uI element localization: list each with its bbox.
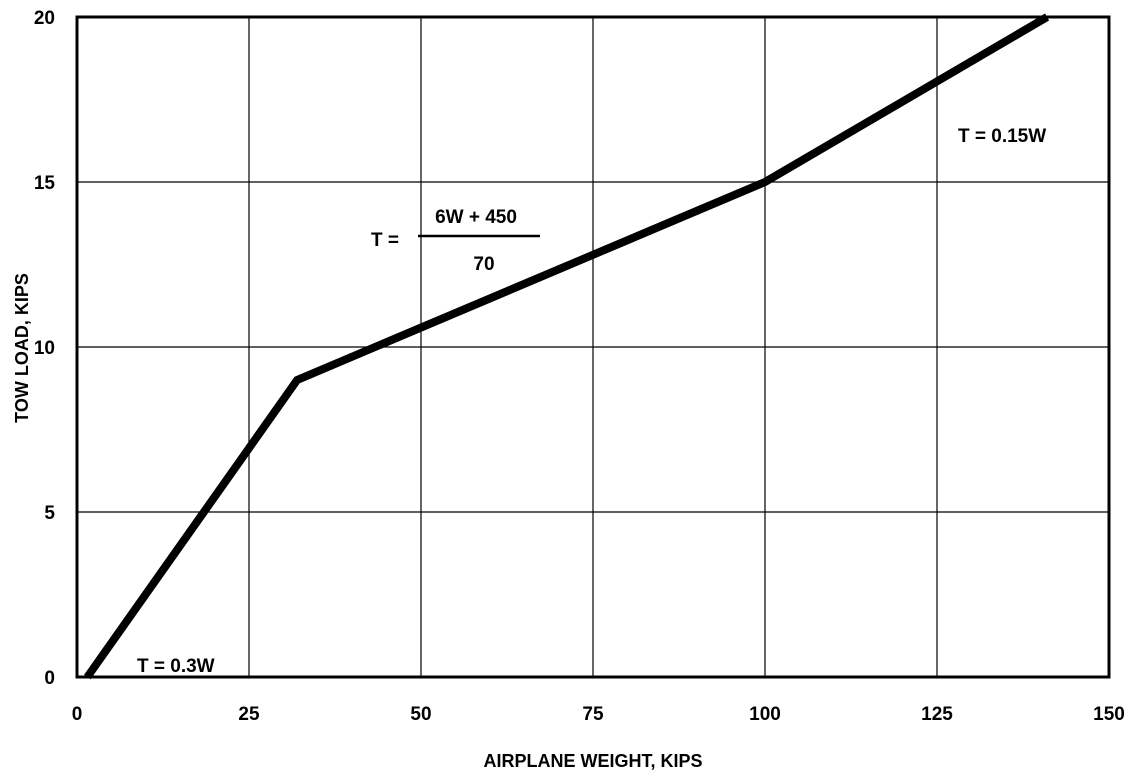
- series-line-tow-load: [84, 13, 1050, 680]
- x-tick-label: 150: [1093, 704, 1125, 725]
- annotation-mid-denominator: 70: [473, 254, 494, 275]
- y-tick-label: 5: [44, 503, 55, 524]
- annotation-low: T = 0.3W: [137, 656, 215, 677]
- x-tick-label: 25: [238, 704, 260, 725]
- x-tick-label: 75: [582, 704, 604, 725]
- y-axis-label: TOW LOAD, KIPS: [12, 273, 32, 423]
- y-tick-label: 10: [34, 338, 55, 359]
- y-tick-labels: 0 5 10 15 20: [34, 8, 56, 689]
- y-tick-label: 15: [34, 173, 56, 194]
- y-tick-label: 0: [44, 668, 55, 689]
- x-tick-label: 100: [749, 704, 781, 725]
- x-tick-labels: 0 25 50 75 100 125 150: [72, 704, 1125, 725]
- y-tick-label: 20: [34, 8, 55, 29]
- x-tick-label: 0: [72, 704, 83, 725]
- annotation-mid-prefix: T =: [371, 230, 399, 251]
- x-tick-label: 125: [921, 704, 953, 725]
- plot-frame: [75, 15, 1111, 679]
- grid-lines: [77, 17, 1109, 677]
- x-tick-label: 50: [410, 704, 431, 725]
- annotation-high: T = 0.15W: [958, 126, 1046, 147]
- x-axis-label: AIRPLANE WEIGHT, KIPS: [483, 751, 702, 771]
- annotation-mid-numerator: 6W + 450: [435, 207, 517, 228]
